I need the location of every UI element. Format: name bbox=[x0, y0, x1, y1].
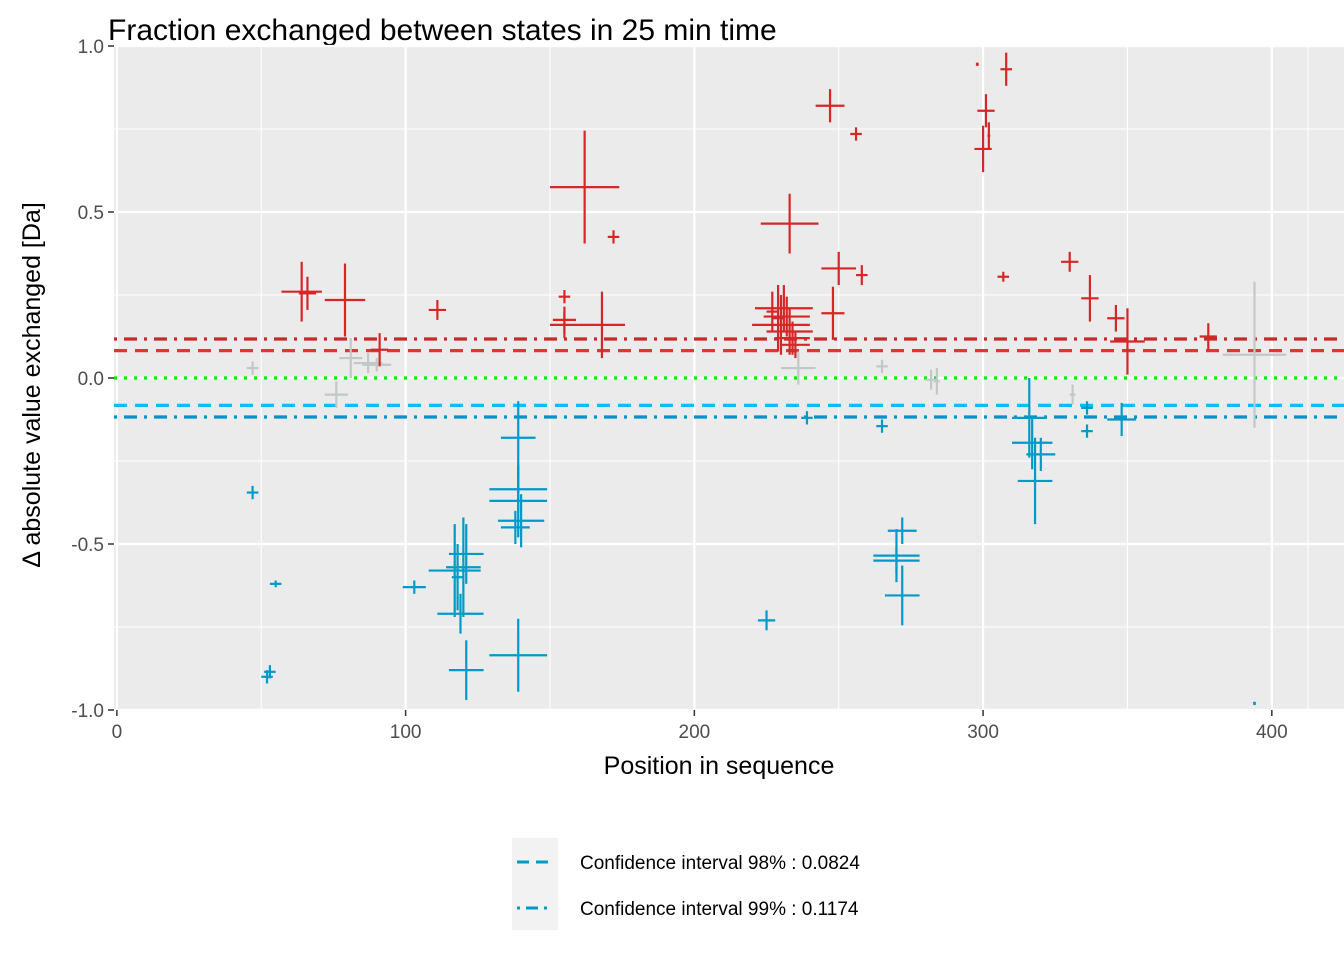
data-point-positive bbox=[975, 62, 979, 66]
data-point-positive bbox=[987, 122, 991, 149]
data-point-insignificant bbox=[925, 369, 937, 390]
data-point-negative bbox=[446, 517, 481, 618]
data-point-positive bbox=[558, 290, 571, 304]
data-point-positive bbox=[760, 193, 819, 254]
data-point-positive bbox=[850, 127, 862, 141]
data-point-negative bbox=[887, 517, 917, 544]
y-tick-label: 0.0 bbox=[78, 369, 104, 390]
data-point-positive bbox=[607, 230, 620, 244]
data-point-negative bbox=[876, 419, 888, 433]
data-point-insignificant bbox=[339, 338, 363, 378]
data-point-negative bbox=[1011, 378, 1047, 458]
legend: Confidence interval 98% : 0.0824 Confide… bbox=[512, 838, 860, 930]
data-point-positive bbox=[754, 285, 813, 332]
x-tick-label: 400 bbox=[1256, 722, 1288, 743]
data-point-negative bbox=[489, 618, 548, 692]
data-point-positive bbox=[1107, 304, 1125, 332]
data-point-positive bbox=[977, 94, 995, 128]
data-point-insignificant bbox=[1069, 384, 1076, 405]
data-point-negative bbox=[1017, 437, 1053, 525]
data-point-negative bbox=[428, 524, 481, 618]
data-point-negative bbox=[498, 494, 545, 548]
data-point-negative bbox=[1081, 424, 1093, 438]
data-point-insignificant bbox=[1222, 281, 1287, 428]
data-point-negative bbox=[884, 565, 920, 626]
data-point-positive bbox=[1199, 323, 1217, 350]
x-tick-label: 200 bbox=[679, 722, 711, 743]
y-tick-label: -1.0 bbox=[71, 701, 104, 722]
data-point-insignificant bbox=[934, 368, 940, 395]
x-tick-label: 0 bbox=[112, 722, 123, 743]
data-point-negative bbox=[1081, 401, 1093, 415]
data-point-positive bbox=[281, 261, 322, 322]
data-point-negative bbox=[1253, 701, 1256, 706]
data-point-positive bbox=[775, 321, 810, 355]
data-point-negative bbox=[448, 524, 484, 584]
data-point-positive bbox=[766, 308, 813, 355]
data-point-negative bbox=[873, 547, 920, 574]
data-point-positive bbox=[821, 251, 857, 286]
data-point-positive bbox=[856, 265, 868, 286]
axes: 0 100 200 300 400 -1.0 -0.5 0.0 0.5 1.0 bbox=[71, 37, 1287, 743]
data-point-positive bbox=[815, 89, 845, 123]
data-point-positive bbox=[370, 333, 389, 367]
data-point-positive bbox=[549, 311, 579, 339]
data-points bbox=[246, 52, 1287, 706]
data-point-negative bbox=[500, 401, 536, 475]
legend-label-98: Confidence interval 98% : 0.0824 bbox=[580, 853, 860, 874]
data-point-negative bbox=[402, 580, 426, 594]
x-tick-label: 300 bbox=[967, 722, 999, 743]
data-point-positive bbox=[324, 263, 366, 337]
data-point-negative bbox=[1011, 416, 1053, 470]
data-point-negative bbox=[1107, 402, 1137, 437]
data-point-positive bbox=[780, 331, 810, 359]
data-point-positive bbox=[1061, 251, 1079, 272]
data-point-insignificant bbox=[246, 361, 259, 375]
data-point-insignificant bbox=[780, 351, 816, 385]
chart-title: Fraction exchanged between states in 25 … bbox=[108, 14, 777, 47]
y-axis-title: Δ absolute value exchanged [Da] bbox=[18, 202, 46, 568]
data-point-positive bbox=[772, 285, 784, 352]
data-point-positive bbox=[428, 299, 447, 320]
data-point-positive bbox=[1000, 52, 1012, 86]
data-point-negative bbox=[246, 485, 259, 500]
data-point-negative bbox=[451, 544, 464, 611]
data-point-negative bbox=[1026, 437, 1056, 471]
data-point-negative bbox=[801, 411, 813, 425]
y-tick-label: 1.0 bbox=[78, 37, 104, 58]
data-point-positive bbox=[821, 286, 845, 340]
y-tick-label: 0.5 bbox=[78, 203, 104, 224]
data-point-positive bbox=[549, 130, 620, 244]
data-point-positive bbox=[997, 271, 1010, 282]
x-axis-title: Position in sequence bbox=[604, 752, 835, 780]
data-point-negative bbox=[500, 510, 530, 544]
data-point-negative bbox=[448, 640, 484, 701]
legend-label-99: Confidence interval 99% : 0.1174 bbox=[580, 899, 859, 920]
data-point-negative bbox=[264, 665, 276, 679]
data-point-negative bbox=[437, 593, 484, 634]
data-point-negative bbox=[489, 464, 548, 538]
x-tick-label: 100 bbox=[390, 722, 422, 743]
legend-key-background bbox=[512, 838, 558, 930]
data-point-negative bbox=[269, 580, 282, 588]
data-point-positive bbox=[298, 276, 317, 310]
data-point-negative bbox=[757, 610, 776, 631]
data-point-positive bbox=[578, 291, 626, 359]
data-point-insignificant bbox=[324, 381, 348, 408]
data-point-insignificant bbox=[876, 359, 888, 374]
data-point-positive bbox=[766, 291, 779, 332]
y-tick-label: -0.5 bbox=[71, 535, 104, 556]
data-point-positive bbox=[1081, 275, 1099, 322]
reference-lines bbox=[114, 337, 1344, 419]
data-point-insignificant bbox=[362, 358, 392, 372]
data-point-positive bbox=[1110, 308, 1145, 375]
